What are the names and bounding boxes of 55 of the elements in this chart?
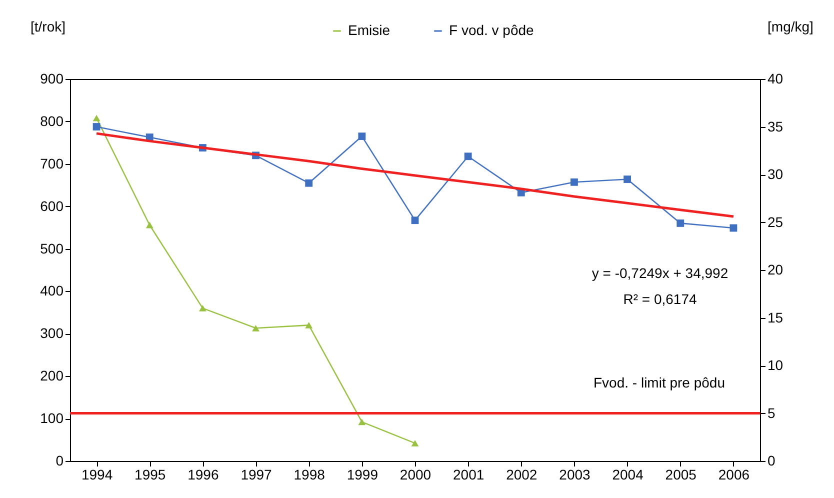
y-tick-label: 900: [40, 70, 64, 86]
y2-tick-label: 0: [768, 452, 776, 468]
point: [358, 418, 366, 426]
x-tick-label: 1999: [346, 466, 378, 482]
x-tick-label: 2002: [506, 466, 538, 482]
x-tick-label: 2005: [665, 466, 697, 482]
y-axis-title: [t/rok]: [30, 18, 66, 34]
y-tick-label: 700: [40, 155, 64, 172]
point: [252, 324, 260, 332]
y-tick-label: 800: [40, 112, 64, 129]
legend-label: F vod. v pôde: [449, 22, 534, 38]
x-tick-label: 2001: [453, 466, 484, 482]
y2-tick-label: 10: [768, 357, 784, 373]
y-tick-label: 0: [56, 452, 64, 468]
point: [411, 216, 419, 224]
point: [198, 304, 206, 312]
annotation: y = -0,7249x + 34,992: [592, 264, 728, 281]
y-tick-label: 200: [40, 368, 64, 384]
y-tick-label: 600: [40, 198, 64, 214]
x-tick-label: 2006: [718, 466, 750, 482]
y2-tick-label: 30: [768, 166, 784, 182]
x-tick-label: 1998: [294, 466, 326, 482]
point: [358, 132, 366, 140]
point: [146, 222, 154, 228]
point: [92, 123, 100, 130]
line-series: [95, 132, 735, 218]
y-tick-label: 500: [40, 240, 64, 256]
y2-tick-label: 20: [768, 262, 784, 278]
y-tick-label: 100: [40, 410, 64, 426]
x-tick-label: 1996: [188, 466, 219, 482]
y2-tick-label: 40: [768, 70, 784, 86]
x-tick-label: 1994: [81, 466, 113, 482]
point: [464, 152, 472, 160]
y2-tick-label: 5: [768, 404, 776, 421]
point: [411, 440, 419, 446]
legend-label: Emisie: [348, 22, 390, 38]
x-tick-label: 2000: [400, 466, 432, 482]
y2-tick-label: 25: [768, 214, 784, 230]
y-tick-label: 400: [40, 282, 64, 299]
y2-tick-label: 15: [768, 309, 784, 326]
point: [305, 179, 313, 187]
y-tick-label: 300: [40, 325, 64, 342]
x-tick-label: 2004: [612, 466, 644, 482]
point: [92, 114, 100, 122]
x-tick-label: 1997: [240, 466, 272, 482]
point: [570, 178, 578, 186]
x-tick-label: 2003: [559, 466, 591, 482]
point: [676, 219, 684, 227]
y2-tick-label: 35: [768, 118, 784, 134]
point: [305, 322, 313, 328]
point: [624, 176, 632, 183]
x-tick-label: 1995: [134, 466, 166, 482]
annotation: R² = 0,6174: [623, 290, 697, 307]
ref-line-label: Fvod. - limit pre pôdu: [594, 374, 725, 390]
y2-axis-title: [mg/kg]: [768, 18, 814, 34]
